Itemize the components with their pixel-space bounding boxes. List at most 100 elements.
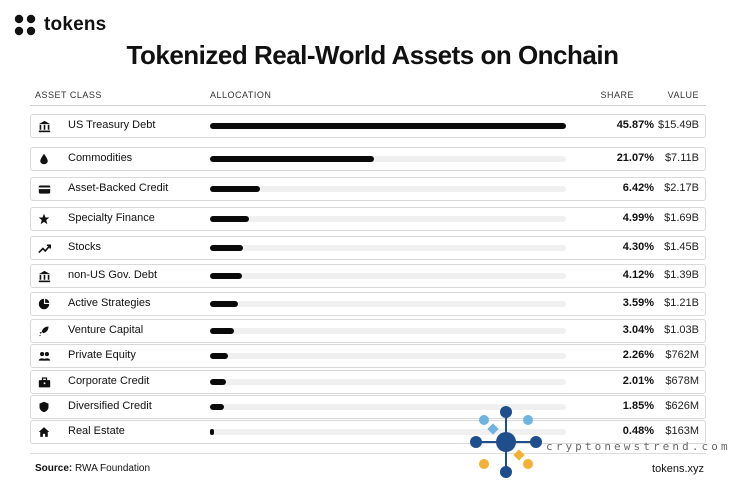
value-label: $1.45B xyxy=(664,241,699,253)
table-row: Specialty Finance 4.99% $1.69B xyxy=(30,207,706,231)
allocation-bar xyxy=(210,328,234,334)
value-label: $1.03B xyxy=(664,324,699,336)
asset-class-label: Commodities xyxy=(68,152,133,164)
header-asset-class: ASSET CLASS xyxy=(35,90,102,100)
bar-track xyxy=(210,429,566,435)
table-row: Stocks 4.30% $1.45B xyxy=(30,236,706,260)
star-icon xyxy=(36,211,52,227)
bar-track xyxy=(210,301,566,307)
share-label: 0.48% xyxy=(622,425,654,437)
share-label: 4.12% xyxy=(622,269,654,281)
allocation-bar xyxy=(210,404,225,410)
asset-class-label: Diversified Credit xyxy=(68,400,152,412)
bar-track xyxy=(210,186,566,192)
bar-track xyxy=(210,273,566,279)
share-label: 3.59% xyxy=(622,297,654,309)
asset-class-label: Venture Capital xyxy=(68,324,144,336)
allocation-bar xyxy=(210,123,566,129)
asset-class-label: Real Estate xyxy=(68,425,125,437)
asset-class-label: Stocks xyxy=(68,241,102,253)
row-background xyxy=(30,114,706,138)
bar-track xyxy=(210,328,566,334)
share-label: 2.01% xyxy=(622,375,654,387)
header-value: VALUE xyxy=(667,90,699,100)
share-label: 4.30% xyxy=(622,241,654,253)
bar-track xyxy=(210,156,566,162)
rocket-icon xyxy=(36,323,52,339)
table-row: non-US Gov. Debt 4.12% $1.39B xyxy=(30,264,706,288)
bank-icon xyxy=(36,268,52,284)
header-share: SHARE xyxy=(600,90,634,100)
bar-track xyxy=(210,379,566,385)
chart-title: Tokenized Real-World Assets on Onchain xyxy=(126,40,619,70)
share-label: 3.04% xyxy=(622,324,654,336)
site-url: tokens.xyz xyxy=(652,463,704,475)
allocation-bar xyxy=(210,156,374,162)
asset-class-label: Specialty Finance xyxy=(68,212,155,224)
source-value: RWA Foundation xyxy=(75,463,151,474)
drop-icon xyxy=(36,151,52,167)
source-note: Source: RWA Foundation xyxy=(35,463,150,474)
asset-class-label: Corporate Credit xyxy=(68,375,150,387)
shield-icon xyxy=(36,399,52,415)
briefcase-icon xyxy=(36,374,52,390)
bar-track xyxy=(210,216,566,222)
asset-class-label: Asset-Backed Credit xyxy=(68,182,169,194)
asset-class-label: Active Strategies xyxy=(68,297,151,309)
share-label: 2.26% xyxy=(622,349,654,361)
allocation-bar xyxy=(210,186,260,192)
asset-class-label: Private Equity xyxy=(68,349,136,361)
value-label: $7.11B xyxy=(664,152,699,164)
share-label: 6.42% xyxy=(622,182,654,194)
share-label: 1.85% xyxy=(622,400,654,412)
table-row: US Treasury Debt 45.87% $15.49B xyxy=(30,114,706,138)
tokens-logo-icon xyxy=(14,14,36,36)
header-divider xyxy=(30,105,706,106)
table-row: Asset-Backed Credit 6.42% $2.17B xyxy=(30,177,706,201)
table-row: Private Equity 2.26% $762M xyxy=(30,344,706,368)
bar-track xyxy=(210,123,566,129)
table-row: Diversified Credit 1.85% $626M xyxy=(30,395,706,419)
source-label: Source: xyxy=(35,463,73,474)
card-icon xyxy=(36,181,52,197)
asset-class-label: US Treasury Debt xyxy=(68,119,156,131)
header-allocation: ALLOCATION xyxy=(210,90,272,100)
pie-icon xyxy=(36,296,52,312)
share-label: 45.87% xyxy=(616,119,654,131)
house-icon xyxy=(36,424,52,440)
share-label: 21.07% xyxy=(616,152,654,164)
table-row: Real Estate 0.48% $163M xyxy=(30,420,706,444)
value-label: $1.69B xyxy=(664,212,699,224)
value-label: $1.21B xyxy=(664,297,699,309)
value-label: $15.49B xyxy=(658,119,699,131)
allocation-bar xyxy=(210,429,214,435)
bank-icon xyxy=(36,118,52,134)
allocation-bar xyxy=(210,353,228,359)
allocation-bar xyxy=(210,379,226,385)
brand-name: tokens xyxy=(44,14,107,35)
footer-divider xyxy=(30,453,706,454)
table-row: Venture Capital 3.04% $1.03B xyxy=(30,319,706,343)
bar-track xyxy=(210,353,566,359)
value-label: $762M xyxy=(665,349,699,361)
watermark-text: cryptonewstrend.com xyxy=(546,440,731,453)
table-row: Corporate Credit 2.01% $678M xyxy=(30,370,706,394)
bar-track xyxy=(210,404,566,410)
allocation-bar xyxy=(210,273,242,279)
share-label: 4.99% xyxy=(622,212,654,224)
value-label: $626M xyxy=(665,400,699,412)
value-label: $2.17B xyxy=(664,182,699,194)
asset-class-label: non-US Gov. Debt xyxy=(68,269,158,281)
bar-track xyxy=(210,245,566,251)
brand: tokens xyxy=(14,14,106,36)
table-row: Active Strategies 3.59% $1.21B xyxy=(30,292,706,316)
table-row: Commodities 21.07% $7.11B xyxy=(30,147,706,171)
value-label: $1.39B xyxy=(664,269,699,281)
people-icon xyxy=(36,348,52,364)
allocation-bar xyxy=(210,216,249,222)
value-label: $163M xyxy=(665,425,699,437)
allocation-bar xyxy=(210,301,238,307)
watermark-logo-icon xyxy=(470,406,542,478)
value-label: $678M xyxy=(665,375,699,387)
allocation-bar xyxy=(210,245,244,251)
